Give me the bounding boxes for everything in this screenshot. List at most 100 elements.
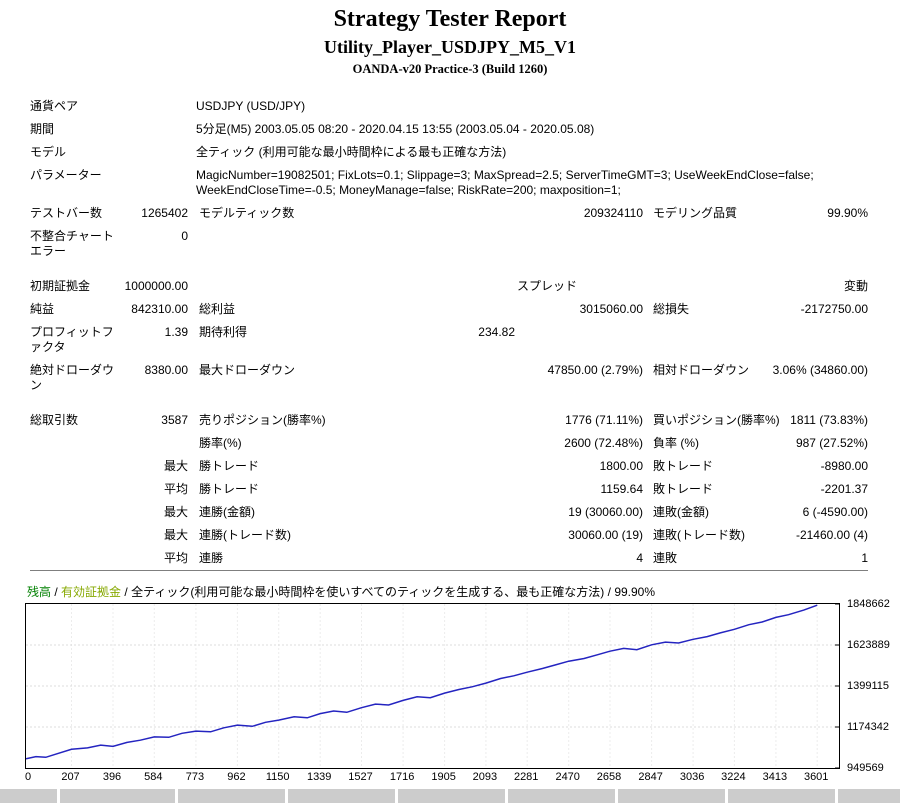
summary-label: パラメーター: [30, 168, 102, 182]
summary-row: 勝率(%) 2600 (72.48%) 負率 (%) 987 (27.52%): [30, 432, 868, 455]
summary-label-2: [188, 229, 403, 259]
summary-label: 通貨ペア: [30, 99, 79, 113]
x-axis-label: 773: [185, 771, 205, 783]
x-axis-label: 1716: [389, 771, 415, 783]
summary-label: [30, 505, 122, 520]
summary-value-1: 1265402: [141, 206, 188, 220]
x-axis-labels: 0 207 396 584 773 962 1150 1339 1527 1716 1905 2093…: [25, 769, 840, 785]
summary-label-3: 負率 (%): [653, 436, 699, 450]
x-axis-label: 1905: [431, 771, 456, 783]
summary-label-2: 総利益: [199, 302, 236, 316]
x-axis-label: 1339: [306, 771, 332, 783]
summary-label: 総取引数: [30, 413, 79, 427]
summary-row: 初期証拠金 1000000.00 スプレッド 変動: [30, 275, 868, 298]
summary-label-2: 最大ドローダウン: [199, 363, 296, 377]
summary-value-1: 最大: [163, 505, 188, 519]
summary-label-2: 勝トレード: [199, 459, 260, 473]
summary-row: 最大 勝トレード 1800.00 敗トレード -8980.00: [30, 455, 868, 478]
summary-label: テストバー数: [30, 206, 103, 220]
summary-label: [30, 482, 122, 497]
summary-label-3: [643, 325, 768, 355]
summary-value-1: 平均: [163, 482, 188, 496]
y-axis-label: 1848662: [847, 598, 890, 610]
summary-label: モデル: [30, 145, 67, 159]
x-axis-label: 3036: [679, 771, 705, 783]
summary-row: 平均 勝トレード 1159.64 敗トレード -2201.37: [30, 478, 868, 501]
summary-value-3: [768, 229, 868, 259]
x-axis-label: 1150: [265, 771, 290, 783]
x-axis-label: 3224: [721, 771, 746, 783]
summary-value-2: 1776 (71.11%): [565, 413, 643, 427]
summary-label-2: 勝率(%): [199, 436, 242, 450]
legend-balance-label: 残高: [27, 585, 52, 599]
x-axis-label: 2470: [555, 771, 580, 783]
x-axis-label: 962: [227, 771, 246, 783]
orders-table-header-cell: [288, 789, 395, 803]
x-axis-label: 2281: [513, 771, 539, 783]
summary-row: モデル 全ティック (利用可能な最小時間枠による最も正確な方法): [30, 141, 868, 164]
x-axis-label: 1527: [348, 771, 373, 783]
summary-value-3: 6 (-4590.00): [802, 505, 868, 519]
summary-label-2: モデルティック数: [199, 206, 295, 220]
server-build: OANDA-v20 Practice-3 (Build 1260): [352, 62, 548, 76]
x-axis-label: 3413: [762, 771, 788, 783]
summary-label: 純益: [30, 302, 55, 316]
summary-label-3: [643, 279, 768, 294]
summary-label-2: [188, 279, 403, 294]
summary-row: 期間 5分足(M5) 2003.05.05 08:20 - 2020.04.15 …: [30, 118, 868, 141]
summary-row: 平均 連勝 4 連敗 1: [30, 547, 868, 571]
x-axis-label: 2847: [638, 771, 663, 783]
summary-value-2: 1800.00: [599, 459, 643, 473]
legend-separator: /: [121, 585, 132, 599]
summary-label: 期間: [30, 122, 55, 136]
summary-label-3: 敗トレード: [653, 459, 714, 473]
y-axis-label: 1399115: [847, 680, 890, 692]
summary-value-3: -21460.00 (4): [795, 528, 868, 542]
summary-row: 総取引数 3587 売りポジション(勝率%) 1776 (71.11%) 買いポジション…: [30, 409, 868, 432]
summary-value-2: 47850.00 (2.79%): [547, 363, 643, 377]
y-axis-labels: 1848662 1623889 1399115 1174342 949569: [840, 598, 900, 774]
chart-legend: 残高 / 有効証拠金 / 全ティック(利用可能な最小時間枠を使いすべてのティック…: [27, 583, 900, 600]
summary-value-3: [768, 325, 868, 355]
summary-spacer-row: [30, 263, 868, 275]
summary-label: [30, 459, 122, 474]
summary-label-3: [643, 229, 768, 259]
summary-value-2: スプレッド: [516, 279, 577, 293]
summary-row: パラメーター MagicNumber=19082501; FixLots=0.1;…: [30, 164, 868, 202]
equity-chart-section: 残高 / 有効証拠金 / 全ティック(利用可能な最小時間枠を使いすべてのティック…: [25, 583, 900, 785]
summary-value-3: 3.06% (34860.00): [772, 363, 868, 377]
summary-row: 不整合チャートエラー 0: [30, 225, 868, 263]
orders-table-header-cell: [618, 789, 725, 803]
summary-value-1: 1.39: [164, 325, 188, 339]
summary-value-3: 1811 (73.83%): [790, 413, 868, 427]
summary-label-3: 総損失: [653, 302, 690, 316]
report-subtitle: Utility_Player_USDJPY_M5_V1: [324, 37, 576, 57]
x-axis-label: 584: [144, 771, 163, 783]
summary-value-1: 3587: [161, 413, 188, 427]
orders-table-header-cell: [0, 789, 57, 803]
summary-label-3: 買いポジション(勝率%): [653, 413, 780, 427]
legend-model-label: 全ティック(利用可能な最小時間枠を使いすべてのティックを生成する、最も正確な方法…: [131, 585, 605, 599]
summary-label: 絶対ドローダウン: [30, 363, 115, 392]
summary-label: [30, 436, 122, 451]
summary-label-2: 連勝: [199, 551, 224, 565]
summary-value-2: 19 (30060.00): [568, 505, 643, 519]
summary-table: 通貨ペア USDJPY (USD/JPY) 期間 5分足(M5) 2003.05.05…: [30, 95, 868, 571]
summary-label: 初期証拠金: [30, 279, 91, 293]
x-axis-label: 396: [102, 771, 122, 783]
summary-value-wide: MagicNumber=19082501; FixLots=0.1; Slipp…: [196, 168, 814, 197]
orders-table-header-cell: [178, 789, 285, 803]
orders-table-header-cell: [838, 789, 900, 803]
summary-label-3: 連敗: [653, 551, 678, 565]
summary-value-1: 最大: [163, 528, 188, 542]
x-axis-label: 2093: [472, 771, 498, 783]
orders-table-header-cell: [398, 789, 505, 803]
summary-label-2: 勝トレード: [199, 482, 260, 496]
summary-label-2: 売りポジション(勝率%): [199, 413, 326, 427]
orders-table-header-cell: [728, 789, 835, 803]
summary-row: テストバー数 1265402 モデルティック数 209324110 モデリング品質 99.…: [30, 202, 868, 225]
summary-value-3: -2172750.00: [800, 302, 868, 316]
summary-value-2: 30060.00 (19): [568, 528, 643, 542]
summary-row: プロフィットファクタ 1.39 期待利得 234.82: [30, 321, 868, 359]
summary-spacer-row: [30, 397, 868, 409]
